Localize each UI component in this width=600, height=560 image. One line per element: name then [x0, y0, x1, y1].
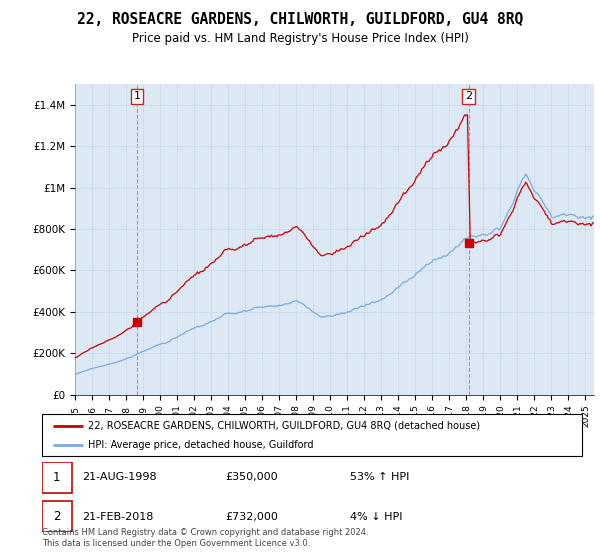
- FancyBboxPatch shape: [42, 414, 582, 456]
- FancyBboxPatch shape: [42, 462, 72, 493]
- Text: 21-FEB-2018: 21-FEB-2018: [83, 512, 154, 521]
- Text: 21-AUG-1998: 21-AUG-1998: [83, 473, 157, 482]
- Text: 2: 2: [53, 510, 61, 523]
- Text: 1: 1: [53, 471, 61, 484]
- Text: Price paid vs. HM Land Registry's House Price Index (HPI): Price paid vs. HM Land Registry's House …: [131, 32, 469, 45]
- Text: £350,000: £350,000: [226, 473, 278, 482]
- Text: Contains HM Land Registry data © Crown copyright and database right 2024.
This d: Contains HM Land Registry data © Crown c…: [42, 528, 368, 548]
- Text: HPI: Average price, detached house, Guildford: HPI: Average price, detached house, Guil…: [88, 440, 313, 450]
- Text: £732,000: £732,000: [226, 512, 278, 521]
- Text: 2: 2: [465, 91, 472, 101]
- Text: 22, ROSEACRE GARDENS, CHILWORTH, GUILDFORD, GU4 8RQ (detached house): 22, ROSEACRE GARDENS, CHILWORTH, GUILDFO…: [88, 421, 480, 431]
- Text: 1: 1: [133, 91, 140, 101]
- Text: 4% ↓ HPI: 4% ↓ HPI: [350, 512, 402, 521]
- Text: 22, ROSEACRE GARDENS, CHILWORTH, GUILDFORD, GU4 8RQ: 22, ROSEACRE GARDENS, CHILWORTH, GUILDFO…: [77, 12, 523, 27]
- Text: 53% ↑ HPI: 53% ↑ HPI: [350, 473, 409, 482]
- FancyBboxPatch shape: [42, 501, 72, 532]
